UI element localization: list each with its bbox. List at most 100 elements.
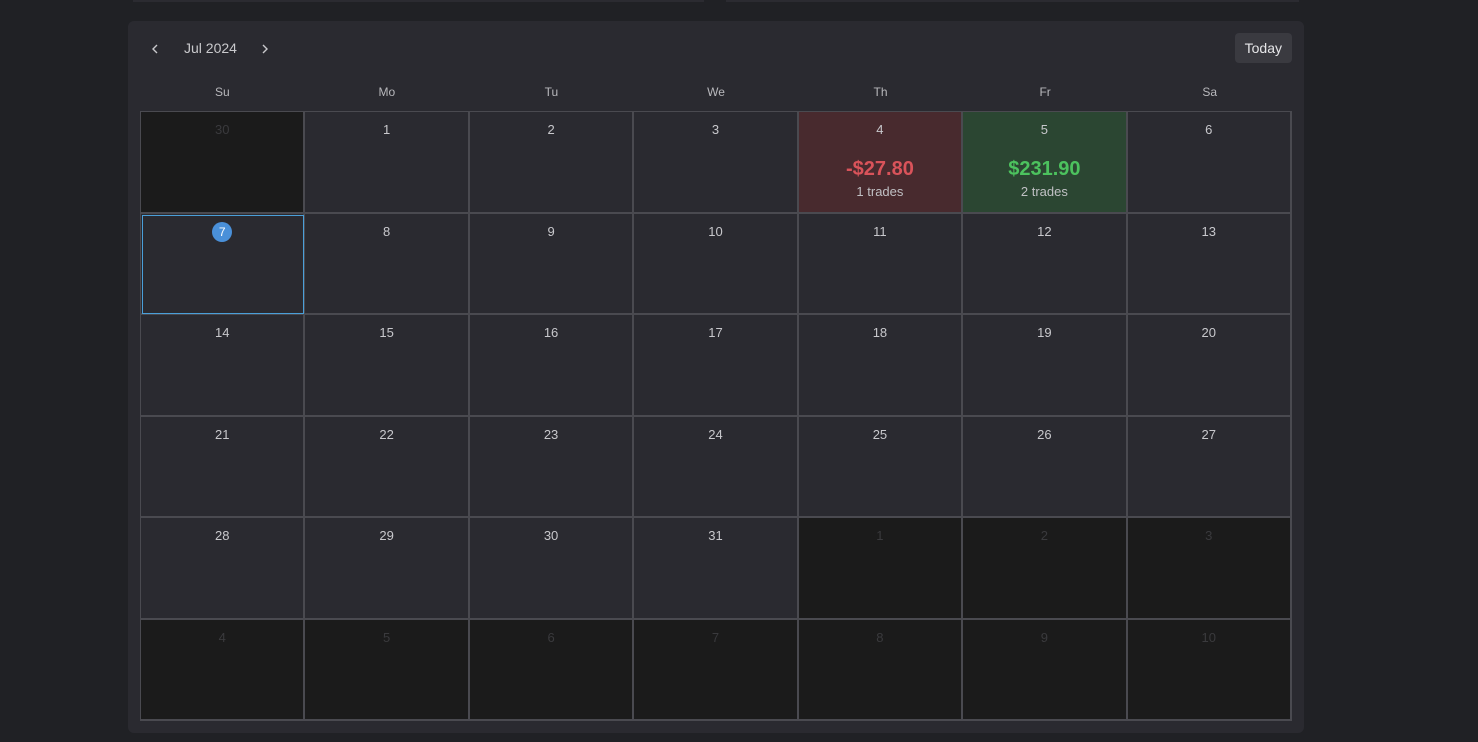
weekday-label: Sa	[1202, 85, 1218, 99]
day-cell[interactable]: 15	[305, 315, 470, 417]
day-number: 30	[543, 528, 559, 543]
weekday-label: Mo	[378, 85, 396, 99]
day-number: 12	[1037, 223, 1052, 239]
prev-month-button[interactable]	[144, 38, 166, 60]
calendar-card: Jul 2024 Today Su Mo Tu We Th Fr Sa 30 1 2 3 4 -$27…	[128, 21, 1304, 733]
day-number: 5	[383, 629, 391, 645]
day-cell[interactable]: 8	[305, 213, 470, 315]
trade-count: 2 trades	[1020, 184, 1068, 199]
calendar-grid: 30 1 2 3 4 -$27.80 1 trades 5 $231.90 2 trades 6 7 8…	[140, 111, 1292, 721]
weekday-label: Su	[214, 85, 230, 99]
day-cell-today[interactable]: 7	[141, 213, 306, 315]
day-cell[interactable]: 22	[305, 416, 470, 518]
day-cell[interactable]: 11	[798, 213, 964, 315]
day-number: 14	[214, 325, 230, 340]
day-cell[interactable]: 4	[141, 619, 306, 721]
next-month-button[interactable]	[254, 38, 276, 60]
day-cell[interactable]: 14	[141, 315, 306, 417]
chevron-left-icon	[152, 44, 158, 54]
day-cell[interactable]: 10	[1127, 619, 1292, 721]
day-cell[interactable]: 29	[305, 518, 470, 620]
day-cell[interactable]: 27	[1127, 416, 1292, 518]
day-cell[interactable]: 28	[141, 518, 306, 620]
day-number: 8	[383, 223, 391, 239]
day-number: 30	[214, 122, 230, 137]
day-cell[interactable]: 1	[305, 112, 470, 214]
day-cell[interactable]: 21	[141, 416, 306, 518]
day-number: 1	[876, 528, 884, 543]
day-cell[interactable]: 23	[469, 416, 635, 518]
day-number: 27	[1201, 426, 1217, 442]
day-number: 18	[872, 325, 888, 340]
day-number: 3	[1205, 528, 1213, 543]
day-number: 26	[1037, 426, 1052, 442]
day-cell[interactable]: 18	[798, 315, 964, 417]
day-cell[interactable]: 26	[963, 416, 1128, 518]
today-day-number: 7	[212, 221, 233, 242]
day-number: 10	[708, 223, 723, 239]
daily-pnl: $231.90	[1008, 158, 1081, 180]
day-number: 20	[1201, 325, 1217, 340]
day-cell[interactable]: 5 $231.90 2 trades	[963, 112, 1128, 214]
today-button[interactable]: Today	[1234, 33, 1292, 63]
day-number: 6	[547, 629, 555, 645]
day-cell[interactable]: 12	[963, 213, 1128, 315]
day-number: 11	[873, 223, 887, 239]
day-cell[interactable]: 16	[469, 315, 635, 417]
day-number: 5	[1040, 122, 1048, 137]
day-number: 17	[708, 325, 723, 340]
day-number: 6	[1205, 122, 1213, 137]
day-cell[interactable]: 6	[1127, 112, 1292, 214]
day-number: 10	[1201, 629, 1217, 645]
day-cell[interactable]: 20	[1127, 315, 1292, 417]
day-cell[interactable]: 7	[634, 619, 799, 721]
day-number: 7	[711, 629, 720, 645]
chevron-right-icon	[262, 44, 268, 54]
day-number: 29	[379, 528, 394, 543]
weekday-label: Fr	[1039, 85, 1051, 99]
month-label: Jul 2024	[184, 40, 237, 56]
day-cell[interactable]: 3	[634, 112, 799, 214]
day-cell[interactable]: 5	[305, 619, 470, 721]
day-number: 2	[547, 122, 555, 137]
day-number: 2	[1040, 528, 1048, 543]
day-number: 3	[711, 122, 720, 137]
day-cell[interactable]: 19	[963, 315, 1128, 417]
day-cell[interactable]: 6	[469, 619, 635, 721]
day-cell[interactable]: 24	[634, 416, 799, 518]
top-panel-right-edge	[726, 0, 1299, 2]
weekday-label: Th	[873, 85, 888, 99]
day-cell[interactable]: 31	[634, 518, 799, 620]
day-cell[interactable]: 8	[798, 619, 964, 721]
day-cell[interactable]: 3	[1127, 518, 1292, 620]
day-cell[interactable]: 13	[1127, 213, 1292, 315]
weekday-label: Tu	[544, 85, 559, 99]
day-cell[interactable]: 4 -$27.80 1 trades	[798, 112, 964, 214]
day-cell[interactable]: 17	[634, 315, 799, 417]
day-number: 25	[872, 426, 888, 442]
day-number: 16	[543, 325, 559, 340]
day-cell[interactable]: 30	[141, 112, 306, 214]
day-cell[interactable]: 2	[963, 518, 1128, 620]
day-number: 8	[876, 629, 884, 645]
day-number: 1	[383, 122, 391, 137]
trade-count: 1 trades	[856, 184, 904, 199]
day-cell[interactable]: 1	[798, 518, 964, 620]
day-number: 31	[708, 528, 723, 543]
day-number: 19	[1037, 325, 1052, 340]
day-number: 22	[379, 426, 394, 442]
weekday-label: We	[707, 85, 725, 99]
day-number: 28	[214, 528, 230, 543]
day-number: 4	[218, 629, 226, 645]
day-number: 15	[379, 325, 394, 340]
day-cell[interactable]: 30	[469, 518, 635, 620]
day-cell[interactable]: 2	[469, 112, 635, 214]
weekday-header: Su Mo Tu We Th Fr Sa	[140, 81, 1292, 111]
day-number: 13	[1201, 223, 1217, 239]
day-number: 9	[1040, 629, 1048, 645]
day-number: 23	[543, 426, 559, 442]
day-cell[interactable]: 10	[634, 213, 799, 315]
day-cell[interactable]: 9	[963, 619, 1128, 721]
day-cell[interactable]: 9	[469, 213, 635, 315]
day-cell[interactable]: 25	[798, 416, 964, 518]
